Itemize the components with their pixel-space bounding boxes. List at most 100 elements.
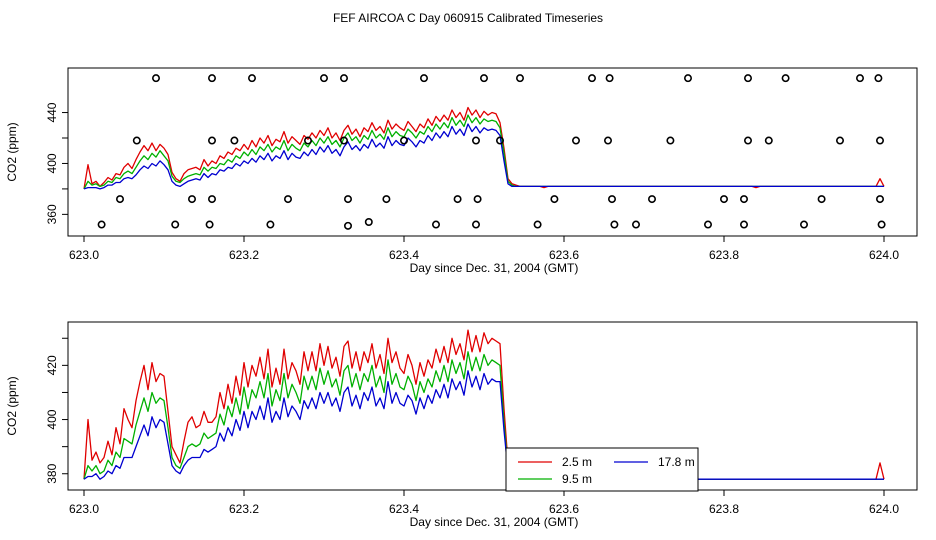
data-point [739,195,748,204]
data-point [515,74,524,83]
y-tick-label: 380 [45,463,59,483]
data-point [587,74,596,83]
chart-title: FEF AIRCOA C Day 060915 Calibrated Times… [333,11,603,25]
panel-bottom: 623.0 623.2 623.4 623.6 623.8 624.0 380 400 420 D… [5,321,918,529]
data-point [471,136,480,145]
data-point [319,74,328,83]
data-point [230,136,239,145]
data-point [132,136,141,145]
y-tick-label: 400 [45,409,59,429]
legend-label: 17.8 m [658,455,695,469]
data-point [877,220,886,229]
x-tick-label: 624.0 [869,502,899,516]
data-point [419,74,428,83]
legend-box [505,447,699,492]
data-point [647,195,656,204]
series-line-17-8-m [83,123,884,190]
x-axis-label: Day since Dec. 31, 2004 (GMT) [410,515,579,529]
data-point [571,136,580,145]
series-line-2-5-m [83,329,885,483]
data-point [817,195,826,204]
data-point [533,220,542,229]
data-point [874,74,883,83]
data-point [339,74,348,83]
data-point [208,136,217,145]
series-line-9-5-m [83,351,884,480]
data-point [473,195,482,204]
x-tick-label: 623.4 [389,248,419,262]
data-point [364,218,373,227]
data-point [248,74,257,83]
x-axis-label: Day since Dec. 31, 2004 (GMT) [410,261,579,275]
data-point [399,136,408,145]
data-point [683,74,692,83]
x-tick-label: 623.2 [229,248,259,262]
data-point [266,220,275,229]
data-point [453,195,462,204]
data-point [382,195,391,204]
data-point [875,195,884,204]
x-tick-label: 623.6 [549,502,579,516]
legend-label: 9.5 m [562,472,592,486]
data-point [171,220,180,229]
data-point [719,195,728,204]
data-point [703,220,712,229]
data-point [666,136,675,145]
data-point [283,195,292,204]
y-tick-label: 360 [45,204,59,224]
data-point [799,220,808,229]
data-point [855,74,864,83]
data-point [550,195,559,204]
data-point [495,136,504,145]
data-point [208,195,217,204]
data-point [205,220,214,229]
data-point [743,74,752,83]
data-point [431,220,440,229]
data-point [97,220,106,229]
x-tick-label: 623.4 [389,502,419,516]
data-point [343,195,352,204]
data-point [339,136,348,145]
data-point [764,136,773,145]
data-point [605,74,614,83]
y-axis-label: CO2 (ppm) [5,122,19,181]
y-tick-label: 400 [45,153,59,173]
data-point [188,195,197,204]
data-point [152,74,161,83]
y-axis-label: CO2 (ppm) [5,376,19,435]
data-point [303,136,312,145]
data-point [631,220,640,229]
series-group [83,329,885,483]
data-point [875,136,884,145]
data-point [116,195,125,204]
data-point [743,136,752,145]
series-line-9-5-m [83,114,884,190]
data-point [343,221,352,230]
panel-top: 623.0 623.2 623.4 623.6 623.8 624.0 360 400 440 D… [5,67,918,275]
plot-frame [67,321,918,491]
x-tick-label: 623.2 [229,502,259,516]
x-tick-label: 624.0 [869,248,899,262]
y-tick-label: 420 [45,355,59,375]
data-point [610,220,619,229]
data-point [208,74,217,83]
x-tick-label: 623.0 [69,248,99,262]
data-point [739,220,748,229]
data-point [471,220,480,229]
data-point [835,136,844,145]
plot-frame [67,67,918,237]
legend-label: 2.5 m [562,455,592,469]
chart-panels: 623.0 623.2 623.4 623.6 623.8 624.0 360 400 440 D… [5,67,918,529]
data-point [781,74,790,83]
x-tick-label: 623.8 [709,248,739,262]
y-tick-label: 440 [45,102,59,122]
x-tick-label: 623.6 [549,248,579,262]
legend: 2.5 m 9.5 m 17.8 m [505,447,699,492]
x-tick-label: 623.0 [69,502,99,516]
data-point [607,195,616,204]
series-line-17-8-m [83,370,884,480]
series-group [83,74,886,230]
x-tick-label: 623.8 [709,502,739,516]
